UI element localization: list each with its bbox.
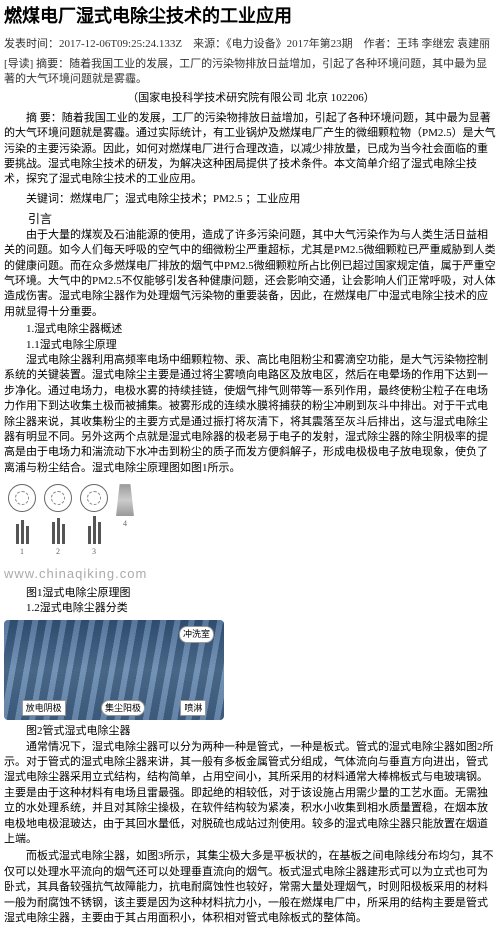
fan-label: 放电阴极: [22, 700, 66, 717]
diagram-label: 1: [20, 546, 24, 557]
section-1-2-p2: 而板式湿式电除尘器，如图3所示，其集尘极大多是平板状的，在基板之间电除线分布均匀…: [4, 849, 498, 926]
figure-2-caption: 图2管式湿式电除尘器: [4, 724, 498, 739]
figure-1-diagram: 1 2 3 4: [4, 480, 498, 561]
section-1-1-paragraph: 湿式电除尘器利用高频率电场中细颗粒物、汞、高比电阻粉尘和雾滴空功能，是大气污染物…: [4, 353, 498, 476]
figure-2-image: 冲洗室 放电阴极 集尘阳极 喷淋: [4, 620, 224, 720]
diagram-label: 3: [92, 546, 96, 557]
watermark: www.chinaqiking.com: [4, 565, 498, 583]
article-title: 燃煤电厂湿式电除尘技术的工业应用: [4, 4, 498, 29]
article-meta: 发表时间：2017-12-06T09:25:24.133Z 来源：《电力设备》2…: [4, 37, 498, 52]
affiliation: （国家电投科学技术研究院有限公司 北京 102206）: [4, 91, 498, 106]
diagram-label: 4: [123, 518, 127, 529]
fan-label: 集尘阳极: [101, 700, 145, 717]
fan-label-side: 冲洗室: [179, 626, 214, 643]
abstract: 摘 要：随着我国工业的发展，工厂的污染物排放日益增加，引起了各种环境问题，其中最…: [4, 111, 498, 188]
intro-paragraph: 由于大量的煤炭及石油能源的使用，造成了许多污染问题，其中大气污染作为与人类生活日…: [4, 228, 498, 320]
keywords: 关键词：燃煤电厂；湿式电除尘技术；PM2.5 ；工业应用: [4, 192, 498, 207]
section-1: 1.湿式电除尘器概述: [4, 322, 498, 337]
section-1-2-p1: 通常情况下，湿式电除尘器可以分为两种一种是管式，一种是板式。管式的湿式电除尘器如…: [4, 740, 498, 848]
figure-1: 1 2 3 4: [4, 480, 498, 561]
tower-icon: [116, 484, 134, 516]
diagram-label: 2: [56, 546, 60, 557]
lead-text: [导读] 摘要：随着我国工业的发展，工厂的污染物排放日益增加，引起了各种环境问题…: [4, 57, 498, 88]
section-1-2: 1.2湿式电除尘器分类: [4, 601, 498, 616]
diagram-circle-icon: [44, 484, 72, 512]
diagram-circle-icon: [8, 484, 36, 512]
section-1-1: 1.1湿式电除尘原理: [4, 338, 498, 353]
figure-2: 冲洗室 放电阴极 集尘阳极 喷淋: [4, 620, 498, 720]
figure-1-caption: 图1湿式电除尘原理图: [4, 586, 498, 601]
intro-title: 引言: [4, 211, 498, 228]
fan-label: 喷淋: [180, 700, 206, 717]
diagram-circle-icon: [80, 484, 108, 512]
